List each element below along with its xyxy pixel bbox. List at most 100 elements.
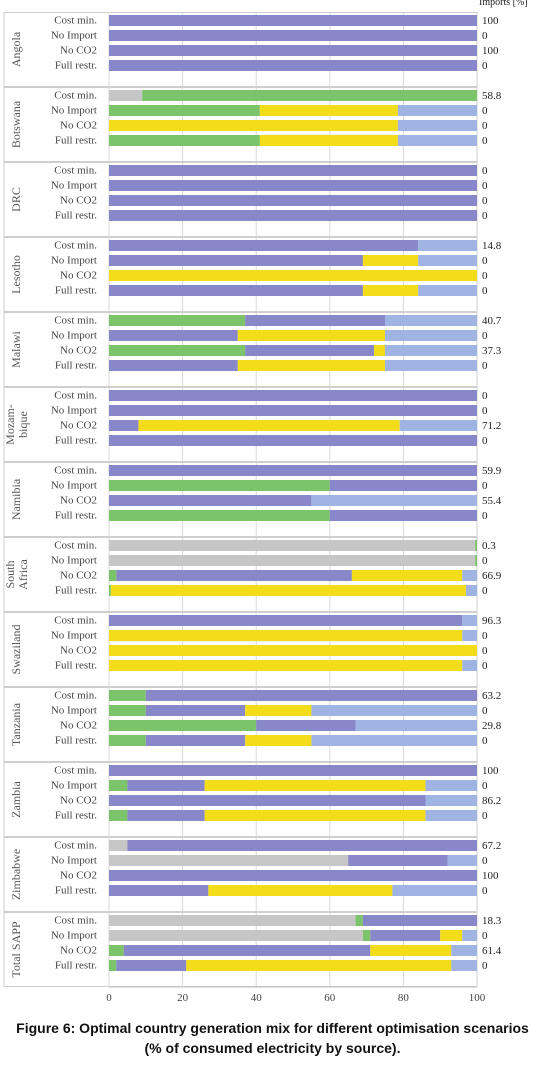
country-label-line: Mozam- xyxy=(3,404,17,445)
imports-value: 0 xyxy=(482,960,488,972)
x-tick-label: 40 xyxy=(251,992,263,1004)
bar-segment-wind xyxy=(392,885,477,896)
bar-segment-solar xyxy=(204,810,426,821)
bar-segment-geothermal xyxy=(109,480,330,491)
bar-segment-solar xyxy=(245,735,312,746)
bar-segment-wind xyxy=(462,630,477,641)
imports-value: 0 xyxy=(482,255,488,267)
country-label: Lesotho xyxy=(9,255,23,294)
imports-value: 0 xyxy=(482,135,488,147)
country-label-line: South xyxy=(3,560,17,588)
bar-segment-hydro xyxy=(109,885,209,896)
bar-segment-geothermal xyxy=(109,510,330,521)
scenario-label: Full restr. xyxy=(55,510,97,522)
bar-segment-hydro xyxy=(123,945,371,956)
imports-value: 37.3 xyxy=(482,345,502,357)
caption-line-2: (% of consumed electricity by source). xyxy=(144,1040,401,1056)
imports-value: 67.2 xyxy=(482,840,501,852)
country-label-line: Zambia xyxy=(9,781,23,818)
imports-value: 0 xyxy=(482,405,488,417)
bar-segment-solar xyxy=(351,570,463,581)
bar-segment-hydro xyxy=(362,915,477,926)
imports-value: 0 xyxy=(482,735,488,747)
country-label-line: Malawi xyxy=(9,331,23,368)
bar-segment-wind xyxy=(462,660,477,671)
bar-segment-solar xyxy=(362,285,419,296)
bar-segment-wind xyxy=(418,240,477,251)
bar-segment-hydro xyxy=(109,420,139,431)
bar-segment-coal xyxy=(109,855,349,866)
country-label: Swaziland xyxy=(9,625,23,675)
bar-segment-solar xyxy=(259,105,398,116)
bar-segment-wind xyxy=(418,255,477,266)
bar-segment-wind xyxy=(399,420,477,431)
bar-segment-hydro xyxy=(245,315,385,326)
bar-segment-solar xyxy=(237,330,385,341)
bar-segment-geothermal xyxy=(109,720,257,731)
bar-segment-hydro xyxy=(109,765,477,776)
scenario-label: Cost min. xyxy=(54,765,97,777)
scenario-label: Cost min. xyxy=(54,390,97,402)
bar-segment-coal xyxy=(109,540,476,551)
country-label: Mozam-bique xyxy=(3,404,30,445)
bar-segment-hydro xyxy=(116,570,352,581)
bar-segment-solar xyxy=(362,255,419,266)
bar-segment-wind xyxy=(385,330,477,341)
bar-segment-hydro xyxy=(127,780,205,791)
bar-segment-wind xyxy=(311,495,477,506)
figure-caption: Figure 6: Optimal country generation mix… xyxy=(0,1018,545,1058)
imports-value: 0 xyxy=(482,780,488,792)
scenario-label: Full restr. xyxy=(55,285,97,297)
scenario-label: Full restr. xyxy=(55,735,97,747)
bar-segment-solar xyxy=(138,420,400,431)
bar-segment-geothermal xyxy=(109,345,246,356)
imports-value: 86.2 xyxy=(482,795,501,807)
bar-segment-wind xyxy=(451,945,477,956)
bar-segment-hydro xyxy=(256,720,356,731)
imports-value: 0 xyxy=(482,60,488,72)
stacked-bar-chart: Imports [%] Angola Cost min. 100 No Import 0 N… xyxy=(3,0,528,1004)
bar-segment-coal xyxy=(109,555,476,566)
x-tick-label: 100 xyxy=(469,992,486,1004)
bar-segment-solar xyxy=(110,585,466,596)
country-label: Tanzania xyxy=(9,702,23,746)
bar-segment-hydro xyxy=(127,840,478,851)
imports-value: 0 xyxy=(482,585,488,597)
country-label: DRC xyxy=(9,187,23,212)
scenario-label: No Import xyxy=(51,555,97,567)
scenario-label: Full restr. xyxy=(55,960,97,972)
scenario-label: No Import xyxy=(51,630,97,642)
bar-segment-wind xyxy=(462,930,477,941)
bar-segment-geothermal xyxy=(142,90,477,101)
caption-line-1: Figure 6: Optimal country generation mix… xyxy=(16,1020,529,1036)
scenario-label: No Import xyxy=(51,855,97,867)
bar-segment-hydro xyxy=(109,60,477,71)
scenario-label: No CO2 xyxy=(60,945,97,957)
bar-segment-hydro xyxy=(348,855,448,866)
bar-segment-geothermal xyxy=(355,915,363,926)
country-label-line: Zimbabwe xyxy=(9,849,23,900)
bar-segment-wind xyxy=(311,735,477,746)
imports-value: 0 xyxy=(482,705,488,717)
scenario-label: Cost min. xyxy=(54,465,97,477)
bar-segment-wind xyxy=(355,720,477,731)
bar-segment-hydro xyxy=(109,165,477,176)
imports-value: 96.3 xyxy=(482,615,502,627)
imports-value: 0 xyxy=(482,360,488,372)
bar-segment-hydro xyxy=(329,510,477,521)
scenario-label: Full restr. xyxy=(55,810,97,822)
bar-segment-geothermal xyxy=(109,735,146,746)
bar-segment-geothermal xyxy=(109,945,124,956)
scenario-label: No Import xyxy=(51,780,97,792)
imports-value: 100 xyxy=(482,15,499,27)
country-label: Angola xyxy=(9,31,23,67)
scenario-label: Cost min. xyxy=(54,165,97,177)
scenario-label: No CO2 xyxy=(60,720,97,732)
bar-segment-hydro xyxy=(245,345,374,356)
country-label: Namibia xyxy=(9,478,23,520)
bar-segment-solar xyxy=(259,135,398,146)
scenario-label: Cost min. xyxy=(54,840,97,852)
imports-value: 0 xyxy=(482,270,488,282)
country-label-line: DRC xyxy=(9,187,23,212)
bar-segment-solar xyxy=(186,960,452,971)
